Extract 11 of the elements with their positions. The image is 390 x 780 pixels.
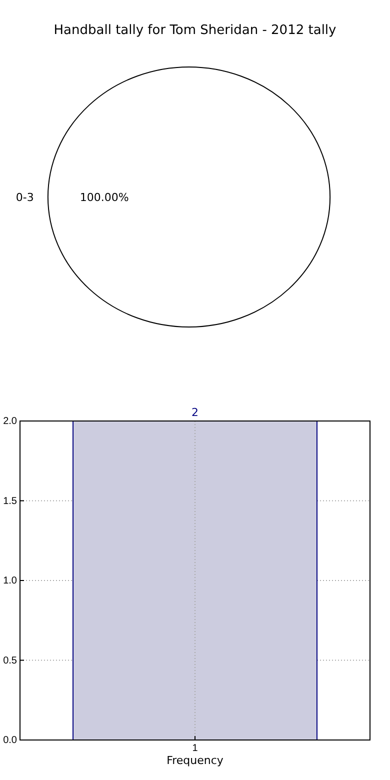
y-tick-label: 0.5 (3, 655, 18, 666)
data-label: 2 (192, 406, 198, 419)
data-label: 100.00% (80, 191, 129, 204)
y-tick-label: 1.0 (3, 576, 18, 587)
y-tick-label: 1.5 (3, 496, 18, 507)
slice-label: 0-3 (16, 191, 34, 204)
y-tick-label: 2.0 (3, 416, 18, 428)
chart-title: Handball tally for Tom Sheridan - 2012 tally (54, 23, 337, 38)
x-tick-label: 1 (192, 743, 198, 754)
x-axis-title: Frequency (166, 754, 224, 767)
y-tick-label: 0.0 (3, 735, 18, 746)
